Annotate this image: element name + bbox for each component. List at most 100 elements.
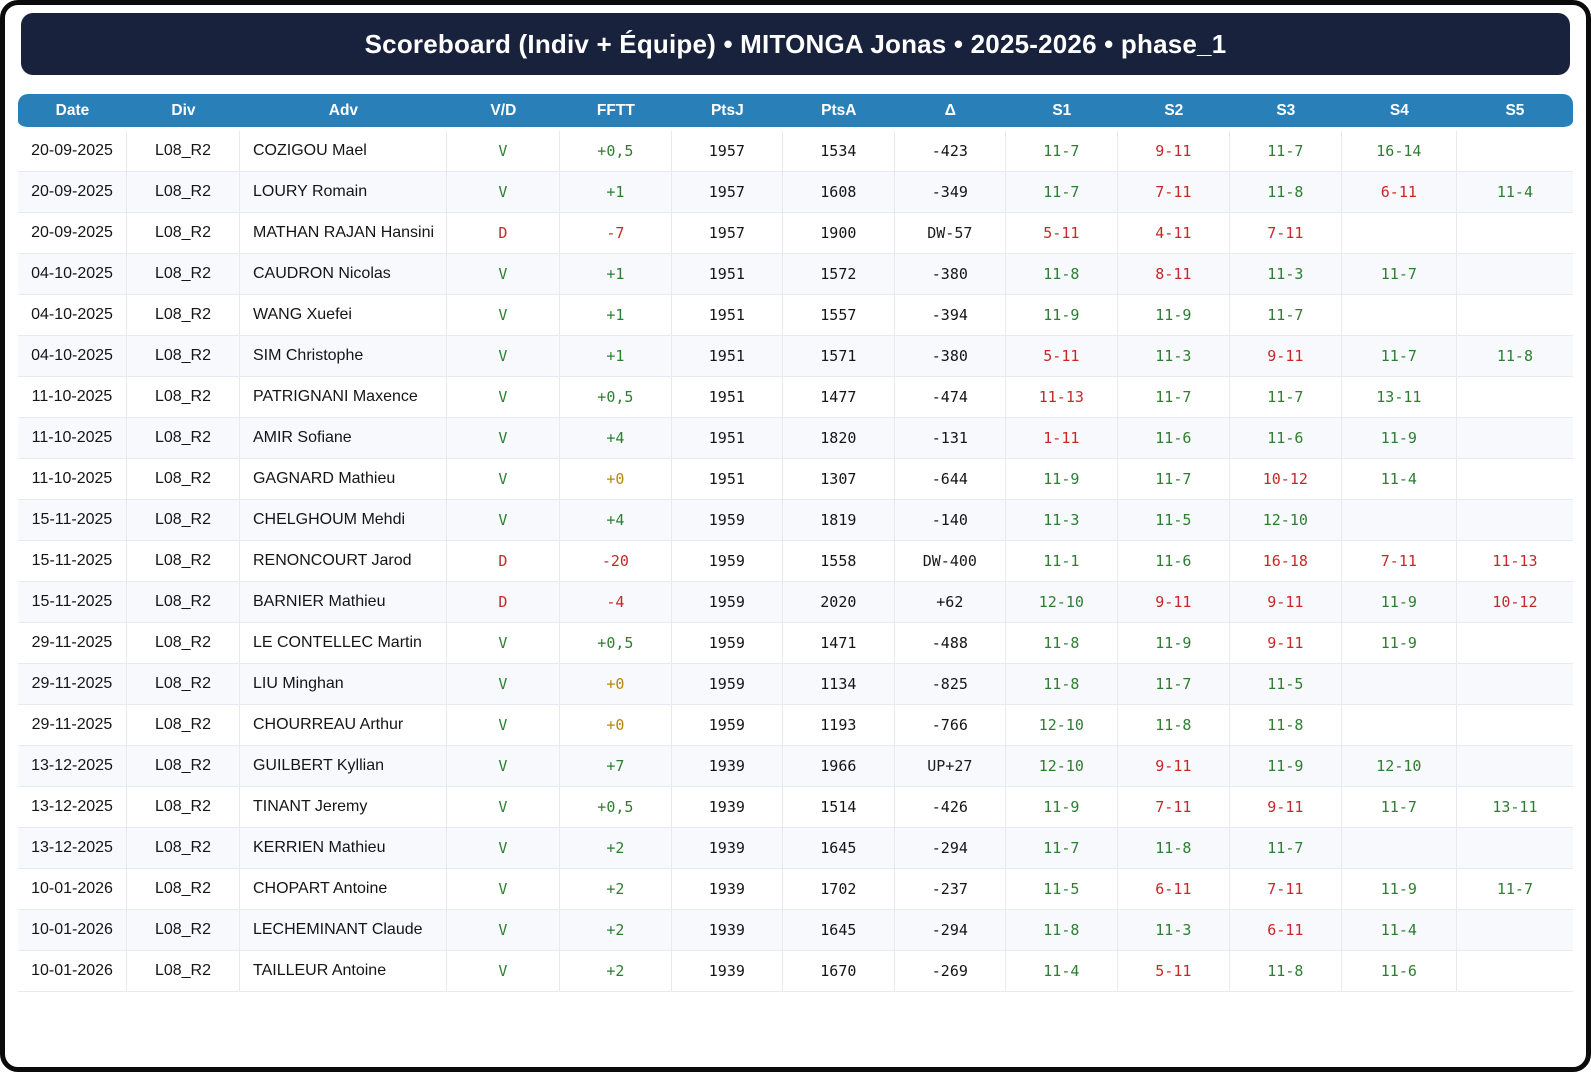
set-cell: 11-13	[1005, 377, 1118, 418]
ptsj-cell: 1959	[671, 623, 783, 664]
set-cell: 11-6	[1341, 951, 1457, 992]
table-row: 13-12-2025 L08_R2 KERRIEN Mathieu V +2 1939 16…	[18, 828, 1573, 869]
date-cell: 29-11-2025	[18, 623, 127, 664]
set-cell: 11-9	[1005, 459, 1118, 500]
date-cell: 15-11-2025	[18, 582, 127, 623]
set-cell	[1341, 664, 1457, 705]
table-row: 15-11-2025 L08_R2 RENONCOURT Jarod D -20 1959…	[18, 541, 1573, 582]
table-row: 20-09-2025 L08_R2 MATHAN RAJAN Hansini D -7 1…	[18, 213, 1573, 254]
fftt-cell: +2	[559, 951, 672, 992]
adv-cell: LE CONTELLEC Martin	[239, 623, 447, 664]
title-banner: Scoreboard (Indiv + Équipe) • MITONGA Jo…	[21, 13, 1570, 75]
set-cell	[1456, 951, 1573, 992]
delta-cell: -380	[894, 336, 1006, 377]
vd-cell: V	[446, 951, 560, 992]
vd-cell: V	[446, 418, 560, 459]
set-cell: 8-11	[1117, 254, 1230, 295]
set-cell: 11-7	[1229, 295, 1342, 336]
adv-cell: CHELGHOUM Mehdi	[239, 500, 447, 541]
set-cell: 7-11	[1229, 869, 1342, 910]
set-cell: 11-8	[1005, 254, 1118, 295]
ptsa-cell: 1477	[782, 377, 895, 418]
delta-cell: -237	[894, 869, 1006, 910]
set-cell: 6-11	[1117, 869, 1230, 910]
set-cell: 11-9	[1341, 418, 1457, 459]
set-cell: 11-8	[1229, 951, 1342, 992]
div-cell: L08_R2	[126, 336, 240, 377]
vd-cell: V	[446, 459, 560, 500]
col-header-vd: V/D	[446, 94, 560, 131]
set-cell	[1456, 500, 1573, 541]
set-cell: 9-11	[1229, 623, 1342, 664]
set-cell: 13-11	[1341, 377, 1457, 418]
div-cell: L08_R2	[126, 541, 240, 582]
set-cell	[1456, 664, 1573, 705]
vd-cell: D	[446, 541, 560, 582]
set-cell: 11-4	[1341, 459, 1457, 500]
col-header-s2: S2	[1117, 94, 1230, 131]
ptsa-cell: 1900	[782, 213, 895, 254]
div-cell: L08_R2	[126, 869, 240, 910]
col-header-s1: S1	[1005, 94, 1118, 131]
date-cell: 11-10-2025	[18, 377, 127, 418]
date-cell: 15-11-2025	[18, 541, 127, 582]
set-cell: 12-10	[1229, 500, 1342, 541]
col-header-adv: Adv	[239, 94, 447, 131]
set-cell	[1456, 910, 1573, 951]
set-cell	[1456, 623, 1573, 664]
div-cell: L08_R2	[126, 787, 240, 828]
ptsa-cell: 1193	[782, 705, 895, 746]
date-cell: 13-12-2025	[18, 828, 127, 869]
delta-cell: -349	[894, 172, 1006, 213]
fftt-cell: +4	[559, 500, 672, 541]
set-cell: 11-7	[1341, 254, 1457, 295]
set-cell: 11-7	[1341, 336, 1457, 377]
set-cell: 11-7	[1117, 377, 1230, 418]
ptsj-cell: 1959	[671, 541, 783, 582]
ptsj-cell: 1939	[671, 746, 783, 787]
set-cell: 9-11	[1117, 746, 1230, 787]
fftt-cell: +0,5	[559, 377, 672, 418]
set-cell: 13-11	[1456, 787, 1573, 828]
set-cell: 7-11	[1341, 541, 1457, 582]
ptsj-cell: 1957	[671, 172, 783, 213]
ptsa-cell: 1702	[782, 869, 895, 910]
set-cell	[1341, 213, 1457, 254]
vd-cell: V	[446, 910, 560, 951]
set-cell: 9-11	[1117, 131, 1230, 172]
ptsj-cell: 1959	[671, 664, 783, 705]
date-cell: 10-01-2026	[18, 910, 127, 951]
div-cell: L08_R2	[126, 746, 240, 787]
col-header-fftt: FFTT	[559, 94, 672, 131]
vd-cell: V	[446, 623, 560, 664]
date-cell: 11-10-2025	[18, 418, 127, 459]
set-cell: 11-6	[1117, 541, 1230, 582]
adv-cell: PATRIGNANI Maxence	[239, 377, 447, 418]
div-cell: L08_R2	[126, 582, 240, 623]
fftt-cell: +2	[559, 828, 672, 869]
fftt-cell: +1	[559, 254, 672, 295]
set-cell	[1456, 131, 1573, 172]
table-header: Date Div Adv V/D FFTT PtsJ PtsA Δ S1 S2 …	[18, 94, 1573, 131]
vd-cell: V	[446, 336, 560, 377]
div-cell: L08_R2	[126, 172, 240, 213]
table-row: 29-11-2025 L08_R2 LE CONTELLEC Martin V +0,5…	[18, 623, 1573, 664]
table-row: 15-11-2025 L08_R2 BARNIER Mathieu D -4 1959 20…	[18, 582, 1573, 623]
set-cell	[1456, 459, 1573, 500]
ptsj-cell: 1957	[671, 131, 783, 172]
adv-cell: WANG Xuefei	[239, 295, 447, 336]
fftt-cell: +0	[559, 459, 672, 500]
ptsj-cell: 1951	[671, 254, 783, 295]
adv-cell: GAGNARD Mathieu	[239, 459, 447, 500]
delta-cell: -294	[894, 910, 1006, 951]
table-row: 04-10-2025 L08_R2 CAUDRON Nicolas V +1 1951 15…	[18, 254, 1573, 295]
set-cell: 11-7	[1229, 828, 1342, 869]
set-cell: 9-11	[1229, 787, 1342, 828]
ptsa-cell: 1645	[782, 910, 895, 951]
set-cell: 11-7	[1229, 377, 1342, 418]
delta-cell: -825	[894, 664, 1006, 705]
set-cell: 11-9	[1005, 295, 1118, 336]
ptsa-cell: 1608	[782, 172, 895, 213]
set-cell: 11-8	[1229, 172, 1342, 213]
set-cell: 16-18	[1229, 541, 1342, 582]
